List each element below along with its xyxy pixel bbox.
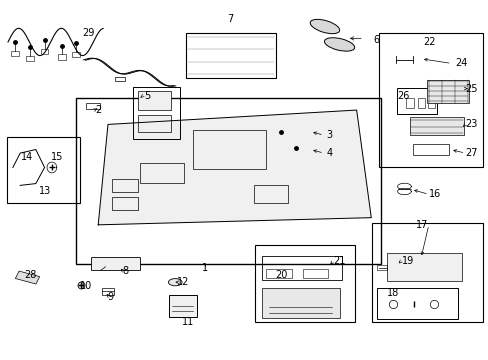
Text: 22: 22 — [423, 37, 435, 47]
Text: 10: 10 — [80, 281, 92, 291]
Bar — [261, 256, 341, 280]
Bar — [111, 197, 138, 210]
Polygon shape — [98, 110, 370, 225]
Bar — [255, 244, 354, 321]
Text: 17: 17 — [415, 220, 428, 230]
Text: 9: 9 — [107, 292, 113, 302]
Bar — [133, 87, 179, 139]
Bar — [26, 55, 34, 61]
Bar — [111, 179, 138, 192]
Text: 26: 26 — [396, 91, 408, 101]
Text: 18: 18 — [386, 288, 399, 298]
Text: 16: 16 — [427, 189, 440, 199]
Bar — [427, 98, 434, 108]
Bar — [76, 98, 380, 264]
Text: 1: 1 — [202, 263, 208, 273]
Text: 23: 23 — [464, 120, 476, 129]
Bar — [427, 80, 468, 103]
Text: 6: 6 — [372, 35, 378, 45]
Text: 7: 7 — [226, 14, 232, 24]
Text: 28: 28 — [25, 270, 37, 280]
Bar — [91, 257, 140, 270]
Bar — [386, 253, 462, 281]
Ellipse shape — [309, 19, 339, 34]
Text: 11: 11 — [182, 317, 194, 327]
Bar — [185, 33, 276, 78]
Bar — [378, 33, 483, 167]
Text: 4: 4 — [326, 148, 332, 158]
Bar — [41, 49, 48, 54]
Bar — [409, 117, 463, 135]
Ellipse shape — [168, 279, 182, 286]
Bar — [303, 269, 328, 278]
Bar — [254, 185, 288, 203]
Bar — [371, 223, 483, 321]
Ellipse shape — [324, 38, 354, 51]
Bar — [261, 288, 339, 318]
Text: 5: 5 — [143, 91, 150, 101]
Bar — [138, 91, 171, 110]
Text: 27: 27 — [464, 148, 476, 158]
Bar — [138, 115, 171, 132]
Text: 8: 8 — [122, 266, 128, 276]
Text: 20: 20 — [274, 270, 286, 280]
Bar — [412, 144, 448, 155]
Bar — [140, 163, 183, 183]
Bar — [396, 88, 436, 114]
Text: 12: 12 — [177, 277, 189, 287]
Text: 2: 2 — [95, 105, 101, 115]
Bar — [86, 103, 100, 109]
Text: 19: 19 — [401, 256, 413, 266]
Bar — [11, 51, 19, 56]
Bar — [102, 288, 114, 295]
Bar — [6, 137, 80, 203]
Text: 15: 15 — [50, 152, 63, 162]
Bar — [115, 77, 125, 81]
Bar — [266, 269, 291, 278]
Bar — [406, 98, 413, 108]
Text: 13: 13 — [39, 186, 51, 196]
Polygon shape — [15, 271, 40, 284]
Bar — [417, 98, 424, 108]
Bar — [193, 130, 266, 169]
Text: 29: 29 — [82, 28, 95, 38]
Text: 21: 21 — [333, 256, 345, 266]
Text: 25: 25 — [464, 84, 476, 94]
Bar — [376, 265, 386, 270]
Text: 3: 3 — [326, 130, 332, 140]
Text: 14: 14 — [21, 152, 34, 162]
Bar — [168, 296, 197, 317]
Bar — [376, 288, 457, 319]
Bar — [72, 52, 80, 57]
Text: 24: 24 — [454, 58, 467, 68]
Bar — [58, 54, 65, 60]
